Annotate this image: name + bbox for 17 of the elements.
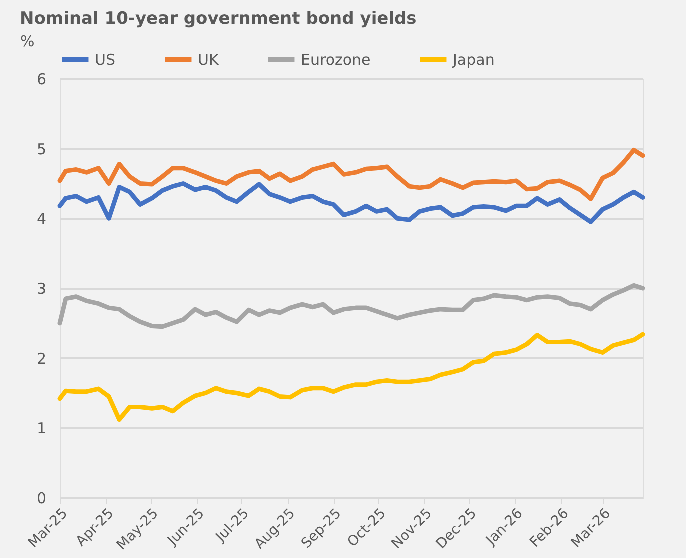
legend-label: US [95,50,116,69]
y-tick-label: 1 [36,420,46,438]
y-tick-label: 4 [36,210,46,228]
y-tick-label: 6 [36,70,46,88]
chart-title: Nominal 10-year government bond yields [20,9,417,29]
legend-label: Japan [452,50,495,69]
legend-label: UK [198,50,220,69]
y-tick-label: 0 [36,490,46,508]
y-tick-label: 2 [36,350,46,368]
line-series [58,182,646,224]
legend-label: Eurozone [301,50,371,69]
y-axis-title: % [20,32,35,50]
line-series [58,332,646,422]
y-tick-label: 5 [36,140,46,158]
line-series [58,148,646,202]
line-series [58,283,646,330]
y-tick-label: 3 [36,280,46,298]
